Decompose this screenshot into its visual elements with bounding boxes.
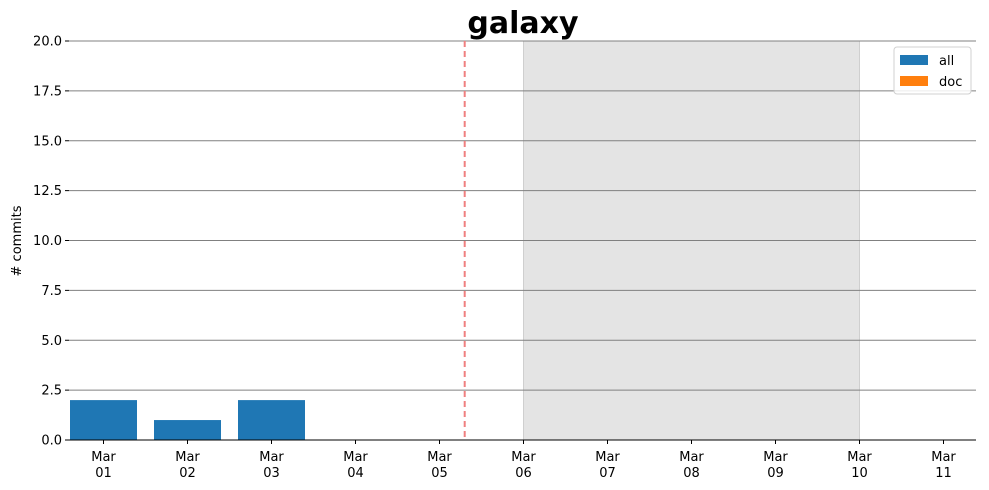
- x-tick-label-day: 09: [767, 466, 784, 481]
- x-tick-label-month: Mar: [175, 450, 200, 465]
- x-tick-label-day: 05: [431, 466, 448, 481]
- y-tick-label: 7.5: [41, 284, 62, 299]
- y-tick-label: 12.5: [33, 184, 62, 199]
- y-tick-label: 2.5: [41, 384, 62, 399]
- x-tick-label-month: Mar: [931, 450, 956, 465]
- y-tick-label: 0.0: [41, 434, 62, 449]
- x-tick-label-month: Mar: [847, 450, 872, 465]
- legend: all doc: [893, 46, 972, 95]
- bar-all: [238, 400, 305, 440]
- x-tick-label-month: Mar: [511, 450, 536, 465]
- y-tick-label: 5.0: [41, 334, 62, 349]
- legend-swatch-all: [900, 55, 928, 65]
- x-tick-label-day: 08: [683, 466, 700, 481]
- x-tick-label-day: 06: [515, 466, 532, 481]
- x-tick-label-month: Mar: [595, 450, 620, 465]
- y-tick-label: 20.0: [33, 35, 62, 50]
- x-tick-label-day: 03: [263, 466, 280, 481]
- x-tick-label-month: Mar: [763, 450, 788, 465]
- bar-all: [70, 400, 137, 440]
- x-tick-label-day: 11: [935, 466, 952, 481]
- legend-swatch-doc: [900, 76, 928, 86]
- y-axis-label: # commits: [10, 205, 25, 276]
- y-tick-label: 15.0: [33, 134, 62, 149]
- bar-all: [154, 420, 221, 440]
- y-tick-label: 17.5: [33, 84, 62, 99]
- x-tick-label-month: Mar: [679, 450, 704, 465]
- x-tick-label-month: Mar: [91, 450, 116, 465]
- x-tick-label-month: Mar: [343, 450, 368, 465]
- x-tick-label-day: 07: [599, 466, 616, 481]
- legend-label-doc: doc: [939, 75, 962, 90]
- x-tick-label-month: Mar: [259, 450, 284, 465]
- chart-title: galaxy: [467, 6, 579, 41]
- x-tick-label-day: 10: [851, 466, 868, 481]
- x-tick-label-day: 01: [95, 466, 112, 481]
- legend-label-all: all: [939, 54, 954, 69]
- y-tick-label: 10.0: [33, 234, 62, 249]
- x-tick-label-day: 04: [347, 466, 364, 481]
- x-tick-label-day: 02: [179, 466, 196, 481]
- x-tick-label-month: Mar: [427, 450, 452, 465]
